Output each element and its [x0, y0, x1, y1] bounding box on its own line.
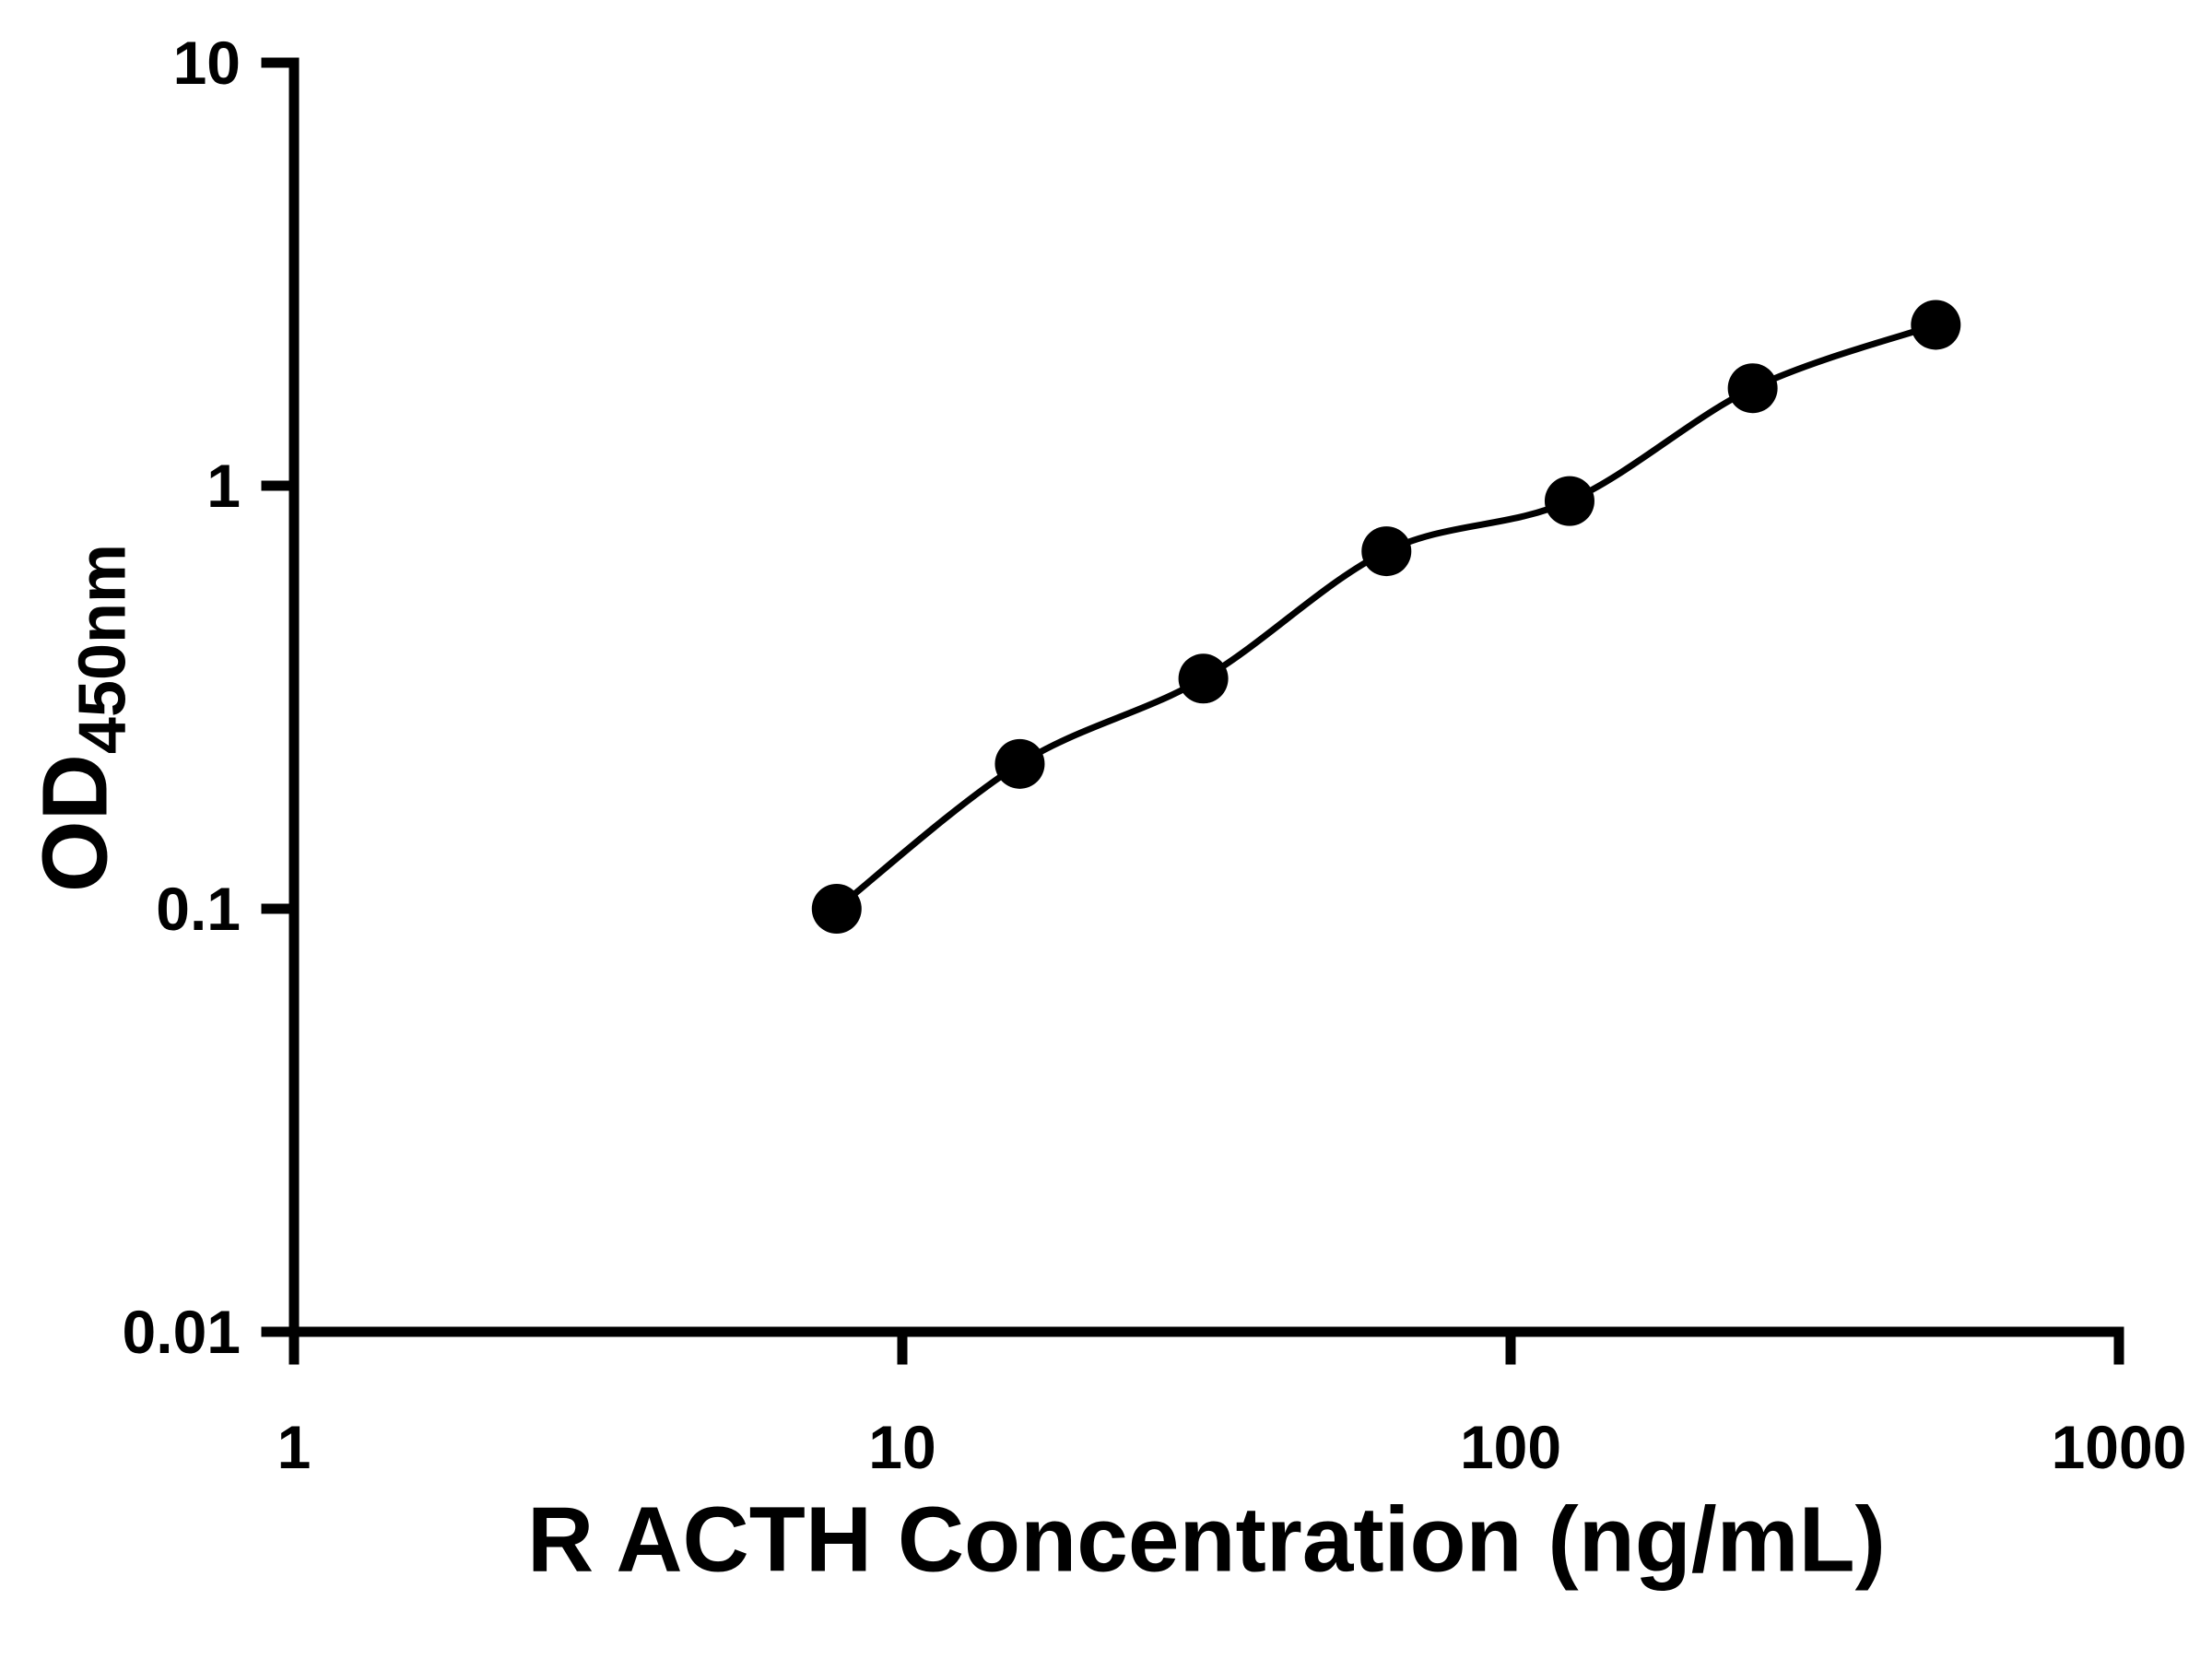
x-axis-tick-label: 1000 [2052, 1413, 2187, 1481]
y-axis-tick-label: 1 [206, 452, 241, 520]
y-axis-tick-label: 0.01 [123, 1298, 241, 1366]
data-point [1178, 653, 1229, 704]
y-axis-title-main: OD [23, 754, 127, 893]
x-axis-tick-label: 10 [868, 1413, 935, 1481]
data-point [1911, 300, 1961, 350]
data-point [1544, 476, 1594, 526]
x-axis-tick-label: 100 [1460, 1413, 1561, 1481]
data-point [1727, 363, 1778, 414]
data-point [1361, 526, 1412, 577]
y-axis-tick-label: 10 [173, 29, 241, 97]
fit-curve [834, 322, 1937, 912]
data-point [994, 738, 1045, 789]
y-axis-title: OD450nm [23, 544, 140, 893]
x-axis-tick-label: 1 [277, 1413, 312, 1481]
y-axis-title-sub: 450nm [65, 543, 140, 755]
y-axis-tick-label: 0.1 [156, 875, 241, 943]
data-point [811, 884, 862, 934]
x-axis-title: R ACTH Concentration (ng/mL) [527, 1488, 1886, 1592]
